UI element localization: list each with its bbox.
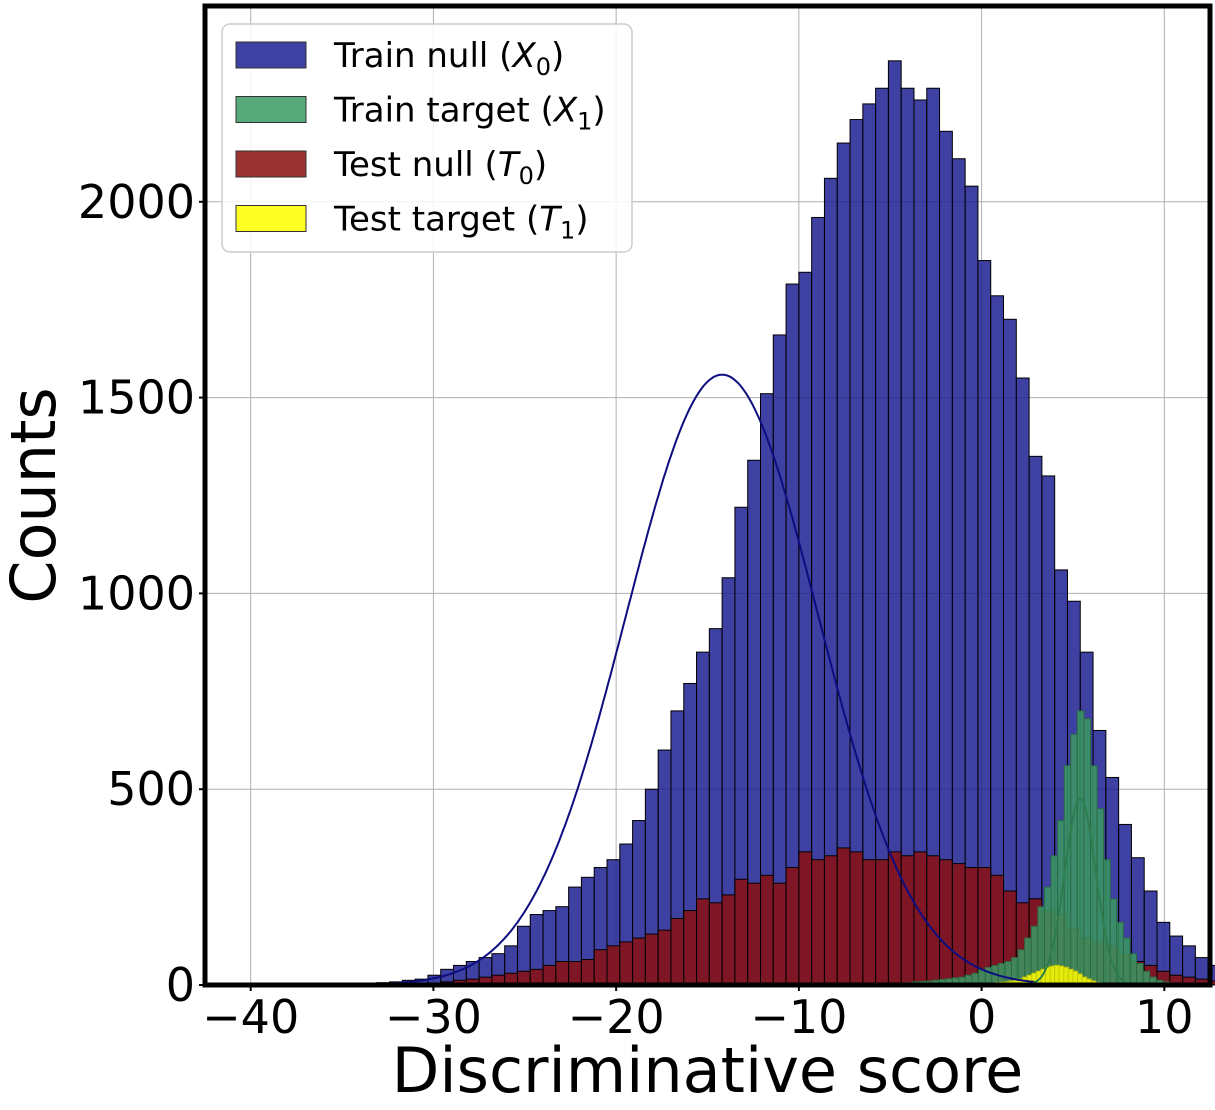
histogram-bar bbox=[1083, 718, 1091, 986]
histogram-bar bbox=[785, 867, 800, 986]
histogram-bar bbox=[657, 929, 672, 986]
bar-series bbox=[325, 847, 1215, 986]
x-tick-label: −20 bbox=[568, 990, 665, 1044]
legend-swatch bbox=[235, 41, 307, 69]
histogram-bar bbox=[984, 966, 993, 986]
histogram-bar bbox=[593, 949, 608, 986]
histogram-bar bbox=[926, 87, 941, 986]
y-tick-label: 1000 bbox=[78, 566, 195, 620]
histogram-bar bbox=[1076, 710, 1085, 986]
histogram-bar bbox=[1003, 318, 1017, 986]
histogram-bar bbox=[875, 87, 889, 986]
histogram-bar bbox=[747, 882, 761, 986]
histogram-bar bbox=[555, 961, 570, 986]
histogram-bar bbox=[939, 859, 953, 986]
y-axis-ticks: 0 500 1000 1500 2000 bbox=[78, 175, 205, 1012]
x-tick-label: −30 bbox=[385, 990, 482, 1044]
legend-label: Test target (T1) bbox=[333, 200, 589, 245]
y-tick-label: 1500 bbox=[78, 371, 195, 425]
legend-swatch bbox=[235, 205, 307, 232]
histogram-bar bbox=[734, 878, 749, 986]
histogram-bar bbox=[811, 859, 825, 986]
x-tick-label: −10 bbox=[750, 990, 847, 1044]
histogram-bar bbox=[862, 103, 877, 986]
histogram-bar bbox=[875, 859, 889, 986]
histogram-bar bbox=[887, 60, 902, 986]
legend-label: Train null (X0) bbox=[333, 36, 564, 81]
histogram-bar bbox=[708, 902, 723, 986]
y-axis-label: Counts bbox=[0, 387, 70, 603]
histogram-bar bbox=[926, 855, 941, 986]
histogram-bar bbox=[1136, 962, 1144, 986]
histogram-bar bbox=[939, 130, 953, 986]
histogram-bar bbox=[1103, 859, 1111, 986]
histogram-bar bbox=[849, 851, 864, 986]
histogram-bar bbox=[619, 941, 634, 986]
histogram-bar bbox=[1049, 965, 1056, 986]
histogram-bar bbox=[1129, 953, 1138, 986]
histogram-bar bbox=[1063, 966, 1069, 986]
histogram-bar bbox=[798, 851, 813, 986]
legend: Train null (X0) Train target (X1) Test nul… bbox=[221, 23, 633, 253]
histogram-bar bbox=[759, 874, 774, 986]
histogram-bar bbox=[1054, 964, 1060, 986]
y-tick-label: 0 bbox=[166, 958, 195, 1012]
legend-swatch bbox=[235, 96, 307, 123]
histogram-bar bbox=[683, 910, 698, 986]
x-axis-ticks: −40 −30 −20 −10 0 10 bbox=[202, 985, 1194, 1044]
x-tick-label: 0 bbox=[967, 990, 996, 1044]
x-axis-label: Discriminative score bbox=[392, 1034, 1024, 1107]
histogram-bar bbox=[1096, 808, 1105, 986]
histogram-bar bbox=[836, 847, 851, 986]
histogram-bar bbox=[964, 185, 979, 986]
legend-swatch bbox=[235, 150, 307, 178]
x-tick-label: 10 bbox=[1135, 990, 1194, 1044]
histogram-bar bbox=[670, 917, 685, 986]
y-tick-label: 500 bbox=[107, 762, 195, 816]
histogram-bar bbox=[644, 933, 659, 986]
histogram-bar bbox=[606, 945, 621, 986]
x-tick-label: −40 bbox=[202, 990, 299, 1044]
legend-label: Test null (T0) bbox=[333, 145, 547, 190]
histogram-bar bbox=[823, 855, 838, 986]
histogram-bar bbox=[1015, 377, 1030, 986]
histogram-bar bbox=[1122, 937, 1131, 986]
histogram-bar bbox=[1058, 965, 1065, 986]
plot-frame bbox=[202, 3, 1213, 988]
histogram-bar bbox=[632, 937, 646, 986]
histogram-bar bbox=[580, 959, 595, 986]
legend-label: Train target (X1) bbox=[333, 91, 606, 136]
histogram-bar bbox=[542, 964, 557, 986]
legend-box bbox=[221, 23, 633, 253]
y-tick-label: 2000 bbox=[78, 175, 195, 229]
histogram-bar bbox=[1070, 733, 1078, 986]
histogram-bar bbox=[951, 863, 966, 986]
histogram-bar bbox=[862, 859, 877, 986]
histogram-bar bbox=[696, 898, 710, 986]
histogram-bar bbox=[951, 158, 966, 986]
histogram-bar bbox=[568, 961, 582, 986]
histogram-bar bbox=[721, 894, 736, 986]
histogram-bar bbox=[772, 882, 787, 986]
histogram-bar bbox=[900, 87, 915, 986]
histogram-bar bbox=[900, 855, 915, 986]
